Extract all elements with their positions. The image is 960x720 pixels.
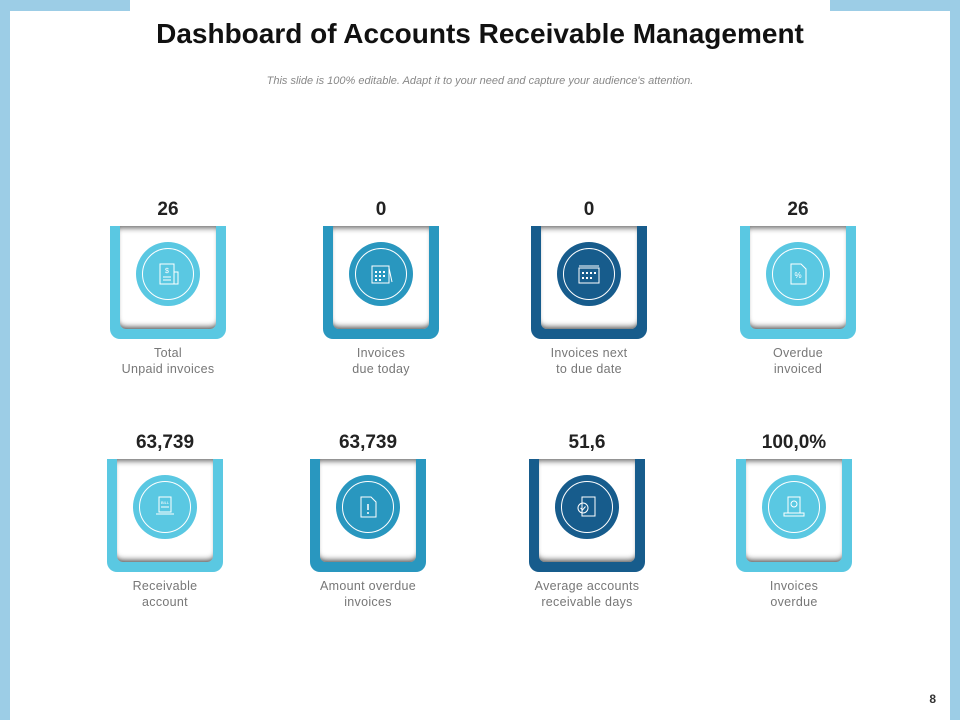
kpi-value: 63,739 — [338, 432, 398, 453]
svg-text:$: $ — [165, 268, 169, 275]
kpi-card: 63,739 BILL Receivable account — [65, 431, 265, 610]
kpi-card: 51,6 Average accounts receivable days — [487, 431, 687, 610]
kpi-label: Overdue invoiced — [772, 346, 824, 376]
kpi-frame: % — [740, 226, 856, 339]
kpi-frame — [736, 459, 852, 572]
calendar-timeline-icon — [557, 241, 621, 306]
kpi-label: Amount overdue invoices — [320, 579, 416, 609]
kpi-label: Invoices due today — [352, 346, 410, 376]
kpi-frame — [529, 459, 645, 572]
alert-document-icon — [336, 474, 400, 539]
kpi-frame — [531, 226, 647, 339]
kpi-card: 63,739 Amount overdue invoices — [268, 431, 468, 610]
percent-document-icon: % — [766, 241, 830, 306]
checked-document-icon — [555, 474, 619, 539]
kpi-frame — [323, 226, 439, 339]
kpi-value: 63,739 — [135, 432, 195, 453]
kpi-label: Receivable account — [132, 579, 198, 609]
kpi-label: Invoices next to due date — [550, 346, 628, 376]
kpi-card: 0 Invoices due today — [281, 198, 481, 377]
kpi-value: 0 — [583, 199, 595, 220]
subtitle: This slide is 100% editable. Adapt it to… — [266, 75, 694, 87]
kpi-value: 0 — [375, 199, 387, 220]
page-number: 8 — [929, 692, 936, 706]
kpi-value: 51,6 — [568, 432, 606, 453]
receipt-dollar-icon: $ — [136, 241, 200, 306]
frame-left — [0, 0, 10, 720]
kpi-label: Total Unpaid invoices — [121, 346, 215, 376]
kpi-label: Invoices overdue — [769, 579, 819, 609]
kpi-card: 100,0% Invoices overdue — [694, 431, 894, 610]
kpi-card: 26 % Overdue invoiced — [698, 198, 898, 377]
page-title: Dashboard of Accounts Receivable Managem… — [156, 18, 804, 49]
kpi-frame: $ — [110, 226, 226, 339]
kpi-card: 0 Invoices next to due date — [489, 198, 689, 377]
svg-text:%: % — [794, 271, 801, 280]
bill-laptop-icon: BILL — [133, 474, 197, 539]
kpi-value: 26 — [157, 199, 179, 220]
frame-right — [950, 0, 960, 720]
kpi-frame: BILL — [107, 459, 223, 572]
kpi-card: 26 $ Total Unpaid invoices — [68, 198, 268, 377]
kpi-value: 100,0% — [761, 432, 827, 453]
frame-top-right — [830, 0, 960, 11]
kpi-frame — [310, 459, 426, 572]
frame-top-left — [0, 0, 130, 11]
invoice-coin-icon — [762, 474, 826, 539]
svg-text:BILL: BILL — [161, 500, 170, 505]
kpi-value: 26 — [787, 199, 809, 220]
kpi-label: Average accounts receivable days — [534, 579, 640, 609]
calendar-icon — [349, 241, 413, 306]
